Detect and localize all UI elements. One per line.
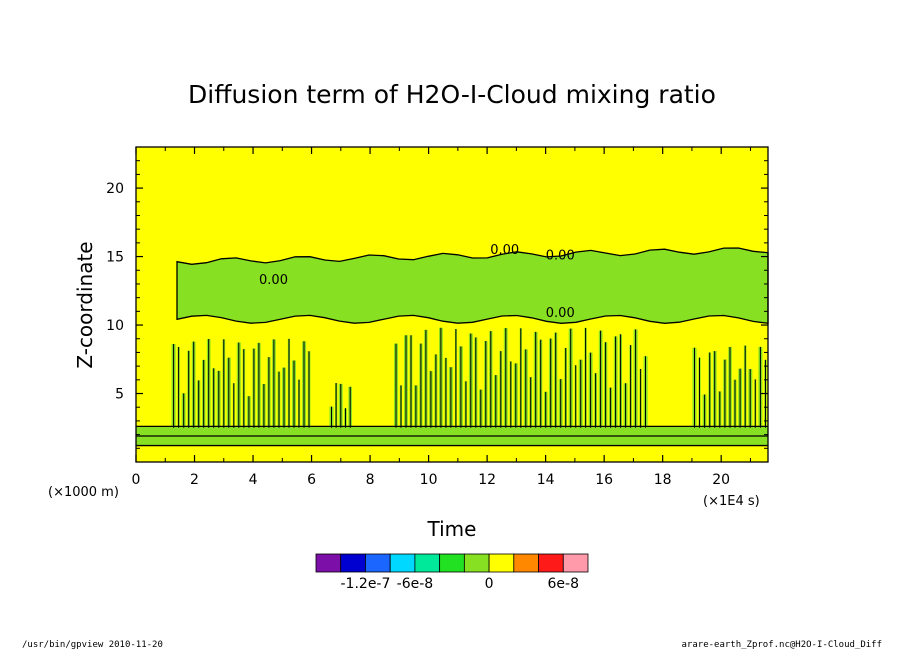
x-tick-label: 4: [249, 472, 258, 488]
colorbar-swatch: [513, 553, 539, 573]
contour-label: 0.00: [546, 248, 575, 263]
contour-label: 0.00: [490, 243, 519, 258]
colorbar-swatch: [538, 553, 564, 573]
colorbar-swatch: [389, 553, 416, 573]
footer-left: /usr/bin/gpview 2010-11-20: [22, 640, 163, 650]
x-tick-label: 10: [420, 472, 438, 488]
x-axis-unit: (×1E4 s): [703, 494, 760, 509]
colorbar-swatch: [414, 553, 441, 573]
x-tick-label: 8: [366, 472, 375, 488]
x-axis-label: Time: [427, 517, 477, 541]
x-tick-label: 12: [478, 472, 496, 488]
colorbar: -1.2e-7 -6e-8 0 6e-8: [315, 553, 589, 592]
y-axis-label: Z-coordinate: [73, 241, 97, 368]
x-tick-label: 0: [132, 472, 141, 488]
y-tick-label: 20: [106, 181, 124, 197]
region-upper-band: [177, 248, 768, 324]
plot-frame: [135, 146, 769, 463]
x-tick-label: 16: [595, 472, 613, 488]
y-axis-unit: (×1000 m): [48, 485, 119, 500]
plot-area: 0.00 0.00 0.00 0.00: [135, 146, 769, 463]
colorbar-swatch: [562, 553, 589, 573]
colorbar-tick-label: -1.2e-7: [341, 576, 391, 592]
x-tick-label: 2: [190, 472, 199, 488]
x-tick-label: 18: [654, 472, 672, 488]
chart-title: Diffusion term of H2O-I-Cloud mixing rat…: [188, 80, 716, 109]
x-tick-label: 20: [712, 472, 730, 488]
y-axis: 5 10 15 20: [106, 160, 768, 449]
colorbar-swatch: [340, 553, 366, 573]
y-tick-label: 5: [115, 387, 124, 403]
contour-label: 0.00: [259, 273, 288, 288]
colorbar-swatch: [463, 553, 490, 573]
colorbar-swatch: [439, 553, 465, 573]
colorbar-tick-label: 6e-8: [548, 576, 579, 592]
colorbar-swatch: [488, 553, 515, 573]
footer-right: arare-earth_Zprof.nc@H2O-I-Cloud_Diff: [681, 640, 882, 650]
y-tick-label: 15: [106, 250, 124, 266]
y-tick-label: 10: [106, 318, 124, 334]
contour-label: 0.00: [546, 306, 575, 321]
x-tick-label: 6: [307, 472, 316, 488]
colorbar-swatch: [315, 553, 342, 573]
colorbar-tick-label: -6e-8: [397, 576, 434, 592]
colorbar-tick-label: 0: [485, 576, 494, 592]
x-axis: 0 2 4 6 8 10 12 14 16 18 20: [132, 147, 751, 488]
x-tick-label: 14: [537, 472, 555, 488]
colorbar-swatch: [365, 553, 391, 573]
